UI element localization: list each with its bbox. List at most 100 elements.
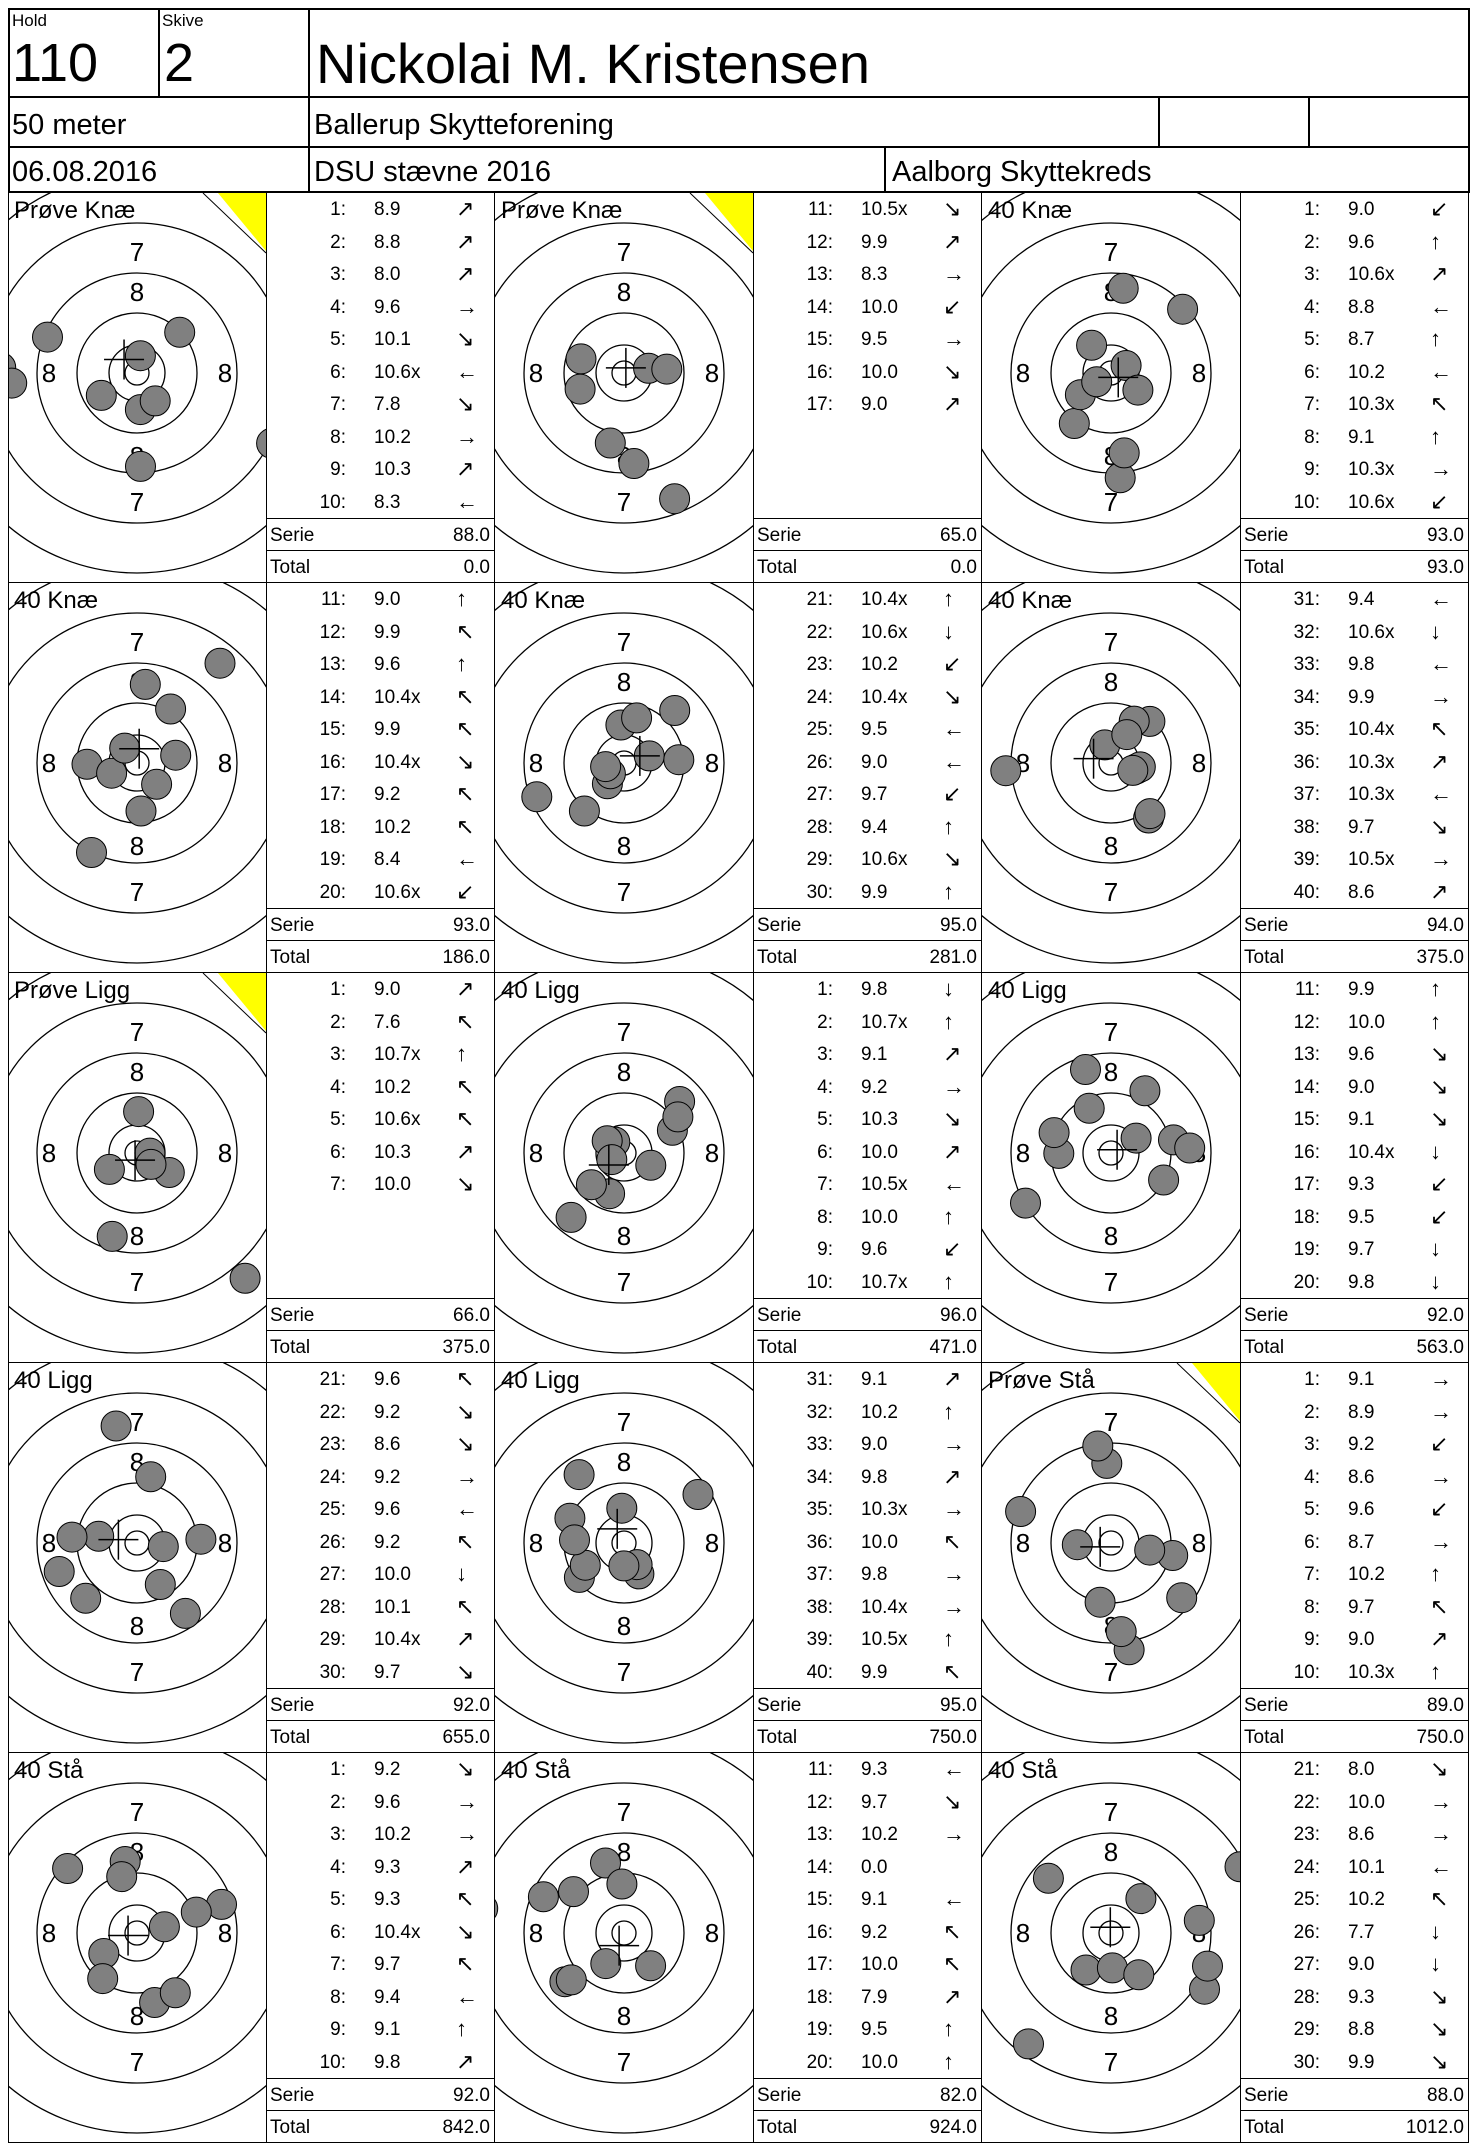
direction-arrow-icon: ↑ bbox=[943, 1203, 954, 1229]
shot-number: 22: bbox=[806, 621, 833, 643]
shot-row: 25: 9.5 ← bbox=[753, 713, 981, 746]
ring bbox=[523, 1052, 725, 1254]
direction-arrow-icon: → bbox=[1430, 1788, 1452, 1814]
shot-score: 10.1 bbox=[374, 1596, 411, 1618]
shot-number: 29: bbox=[1293, 2019, 1320, 2040]
shot-mark bbox=[1076, 329, 1108, 361]
target-title: Prøve Knæ bbox=[501, 197, 623, 224]
shot-mark bbox=[990, 755, 1022, 787]
shot-row: 31: 9.4 ← bbox=[1240, 583, 1468, 616]
shot-mark bbox=[1123, 1959, 1155, 1991]
shot-row: 19: 9.7 ↓ bbox=[1240, 1233, 1468, 1266]
shot-mark bbox=[8, 367, 28, 399]
shot-row: 28: 9.4 ↑ bbox=[753, 811, 981, 844]
ring-number: 8 bbox=[617, 831, 631, 861]
shot-score: 9.9 bbox=[861, 231, 888, 253]
direction-arrow-icon: → bbox=[943, 1593, 965, 1619]
shot-number: 4: bbox=[1304, 1466, 1320, 1488]
ring-number: 7 bbox=[130, 1017, 144, 1047]
shot-number: 4: bbox=[330, 296, 346, 318]
ring bbox=[523, 1832, 725, 2034]
direction-arrow-icon: ↘ bbox=[456, 1756, 475, 1781]
shot-number: 13: bbox=[1293, 1044, 1320, 1065]
target-title: 40 Stå bbox=[501, 1757, 571, 1784]
shot-score: 9.7 bbox=[374, 1661, 401, 1683]
shot-number: 38: bbox=[1293, 816, 1320, 838]
shot-number: 9: bbox=[330, 2019, 346, 2040]
shot-row: 4: 8.6 → bbox=[1240, 1461, 1468, 1494]
ring-number: 8 bbox=[1104, 831, 1118, 861]
shot-mark bbox=[596, 1144, 628, 1176]
sum-value: 563.0 bbox=[1416, 1337, 1464, 1358]
ring-number: 7 bbox=[617, 1267, 631, 1297]
ring bbox=[1010, 1832, 1212, 2034]
target-title: 40 Stå bbox=[14, 1757, 84, 1784]
shot-number: 1: bbox=[1304, 199, 1320, 220]
shot-score: 9.3 bbox=[374, 1856, 401, 1878]
shot-row: 30: 9.9 ↑ bbox=[753, 876, 981, 909]
target-panel: 7 8 8 8 8 7 40 Stå 11: 9.3 ← 12: 9.7 ↘ 13: 10.2 → 14: 0.0… bbox=[495, 1753, 982, 2143]
sum-label: Total bbox=[1244, 2117, 1285, 2138]
ring bbox=[982, 583, 1240, 964]
ring-number: 7 bbox=[130, 1797, 144, 1827]
shot-number: 30: bbox=[1293, 2051, 1320, 2073]
sum-value: 0.0 bbox=[463, 557, 490, 578]
sum-value: 93.0 bbox=[453, 915, 490, 936]
direction-arrow-icon: → bbox=[456, 293, 478, 319]
shot-mark bbox=[565, 343, 597, 375]
shot-row: 4: 9.3 ↗ bbox=[266, 1851, 494, 1884]
shot-number: 28: bbox=[319, 1596, 346, 1618]
shot-row: 30: 9.9 ↘ bbox=[1240, 2046, 1468, 2079]
shot-row: 3: 9.2 ↙ bbox=[1240, 1428, 1468, 1461]
shot-row: 10: 10.3x ↑ bbox=[1240, 1656, 1468, 1689]
direction-arrow-icon: ← bbox=[1430, 358, 1452, 384]
sum-label: Total bbox=[757, 2117, 798, 2138]
shot-score: 10.3x bbox=[1348, 394, 1395, 415]
ring bbox=[982, 1753, 1240, 2134]
ring bbox=[982, 1782, 1240, 2084]
shot-mark bbox=[521, 781, 553, 813]
shot-score: 8.6 bbox=[374, 1434, 401, 1455]
direction-arrow-icon: ↘ bbox=[943, 1788, 962, 1814]
sum-value: 281.0 bbox=[929, 947, 977, 968]
direction-arrow-icon: ↖ bbox=[456, 1593, 475, 1619]
shot-mark bbox=[1120, 1122, 1152, 1154]
shot-score: 9.4 bbox=[1348, 589, 1375, 610]
target-face: 7 8 8 8 8 7 40 Ligg bbox=[495, 1363, 753, 1753]
shot-row: 29: 10.4x ↗ bbox=[266, 1623, 494, 1656]
direction-arrow-icon: ↓ bbox=[1430, 1951, 1441, 1976]
shot-mark bbox=[1117, 754, 1149, 786]
club-name: Ballerup Skytteforening bbox=[314, 109, 614, 141]
direction-arrow-icon: ← bbox=[943, 1886, 965, 1911]
shot-score: 8.9 bbox=[1348, 1401, 1375, 1423]
shot-score: 10.3x bbox=[1348, 751, 1395, 773]
direction-arrow-icon: → bbox=[1430, 1398, 1452, 1424]
shot-row: 17: 9.2 ↖ bbox=[266, 778, 494, 811]
sum-label: Total bbox=[757, 1337, 798, 1358]
sum-label: Total bbox=[1244, 557, 1285, 578]
ring-number: 8 bbox=[705, 1138, 719, 1168]
shot-number: 32: bbox=[806, 1401, 833, 1423]
ring-number: 7 bbox=[130, 627, 144, 657]
direction-arrow-icon: ↖ bbox=[456, 1366, 475, 1391]
skive-label: Skive bbox=[162, 11, 204, 30]
ring-number: 8 bbox=[42, 748, 56, 778]
shot-score: 9.2 bbox=[374, 1466, 401, 1488]
direction-arrow-icon: ↖ bbox=[943, 1951, 962, 1976]
shot-mark bbox=[32, 321, 63, 353]
shot-score: 10.4x bbox=[861, 589, 908, 610]
sum-label: Serie bbox=[757, 915, 802, 936]
shot-score: 10.4x bbox=[861, 686, 908, 708]
shot-row: 2: 8.8 ↗ bbox=[266, 226, 494, 259]
shot-number: 28: bbox=[1293, 1986, 1320, 2008]
shot-number: 17: bbox=[806, 394, 833, 415]
shot-number: 6: bbox=[817, 1141, 833, 1163]
ring-number: 7 bbox=[1104, 1797, 1118, 1827]
shot-number: 7: bbox=[1304, 394, 1320, 415]
shot-mark bbox=[1070, 1054, 1101, 1085]
direction-arrow-icon: ↙ bbox=[1430, 1431, 1449, 1456]
shot-mark bbox=[164, 316, 196, 348]
